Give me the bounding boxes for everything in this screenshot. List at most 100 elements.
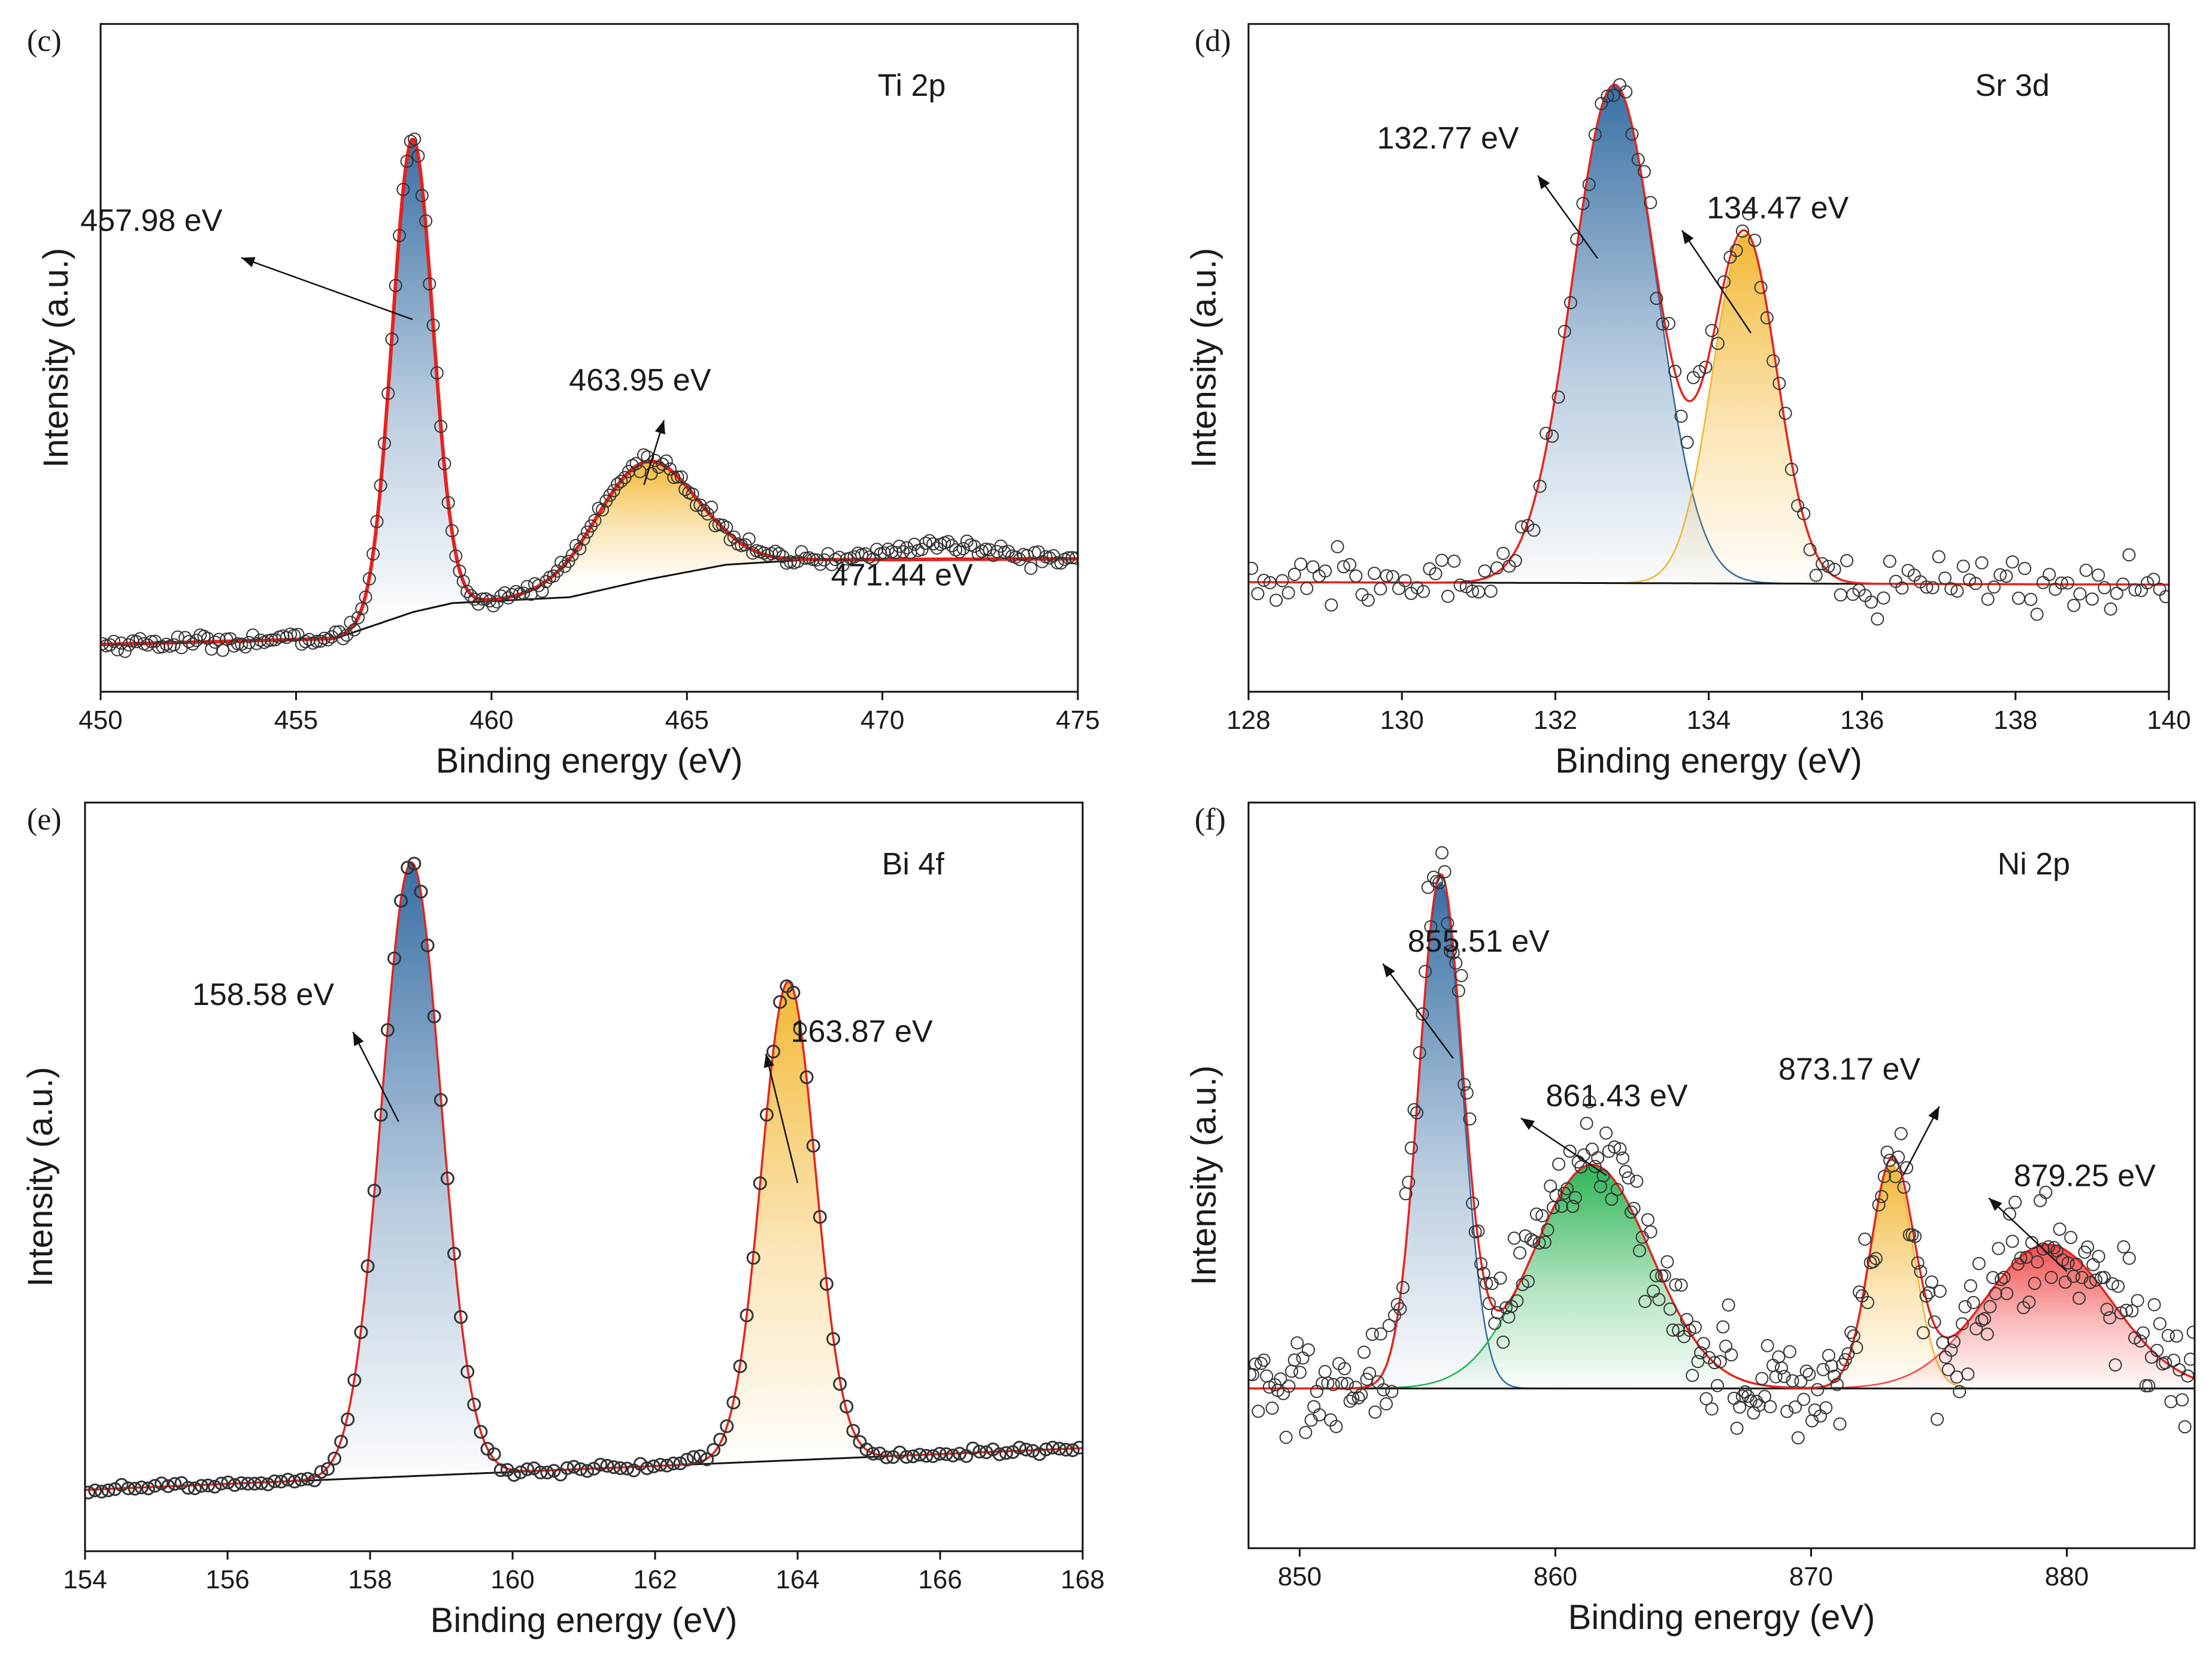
- data-point: [806, 553, 820, 567]
- data-point: [1777, 1370, 1791, 1384]
- data-point: [1013, 1440, 1026, 1455]
- data-point: [560, 1461, 574, 1475]
- data-point: [1441, 916, 1455, 930]
- data-point: [889, 546, 902, 559]
- data-point: [347, 623, 361, 637]
- data-point: [220, 632, 234, 646]
- data-point: [1853, 1285, 1866, 1299]
- data-point: [1711, 1379, 1724, 1392]
- peak-label-1: 861.43 eV: [1546, 1079, 1687, 1113]
- data-point: [1699, 1392, 1713, 1406]
- data-point: [320, 1462, 335, 1476]
- data-point: [1799, 1364, 1813, 1378]
- data-point: [1496, 1336, 1510, 1349]
- panel-f: 850 860 870 880 Binding energy (eV) Intensity…: [1184, 801, 2196, 1637]
- data-point: [1326, 1378, 1340, 1391]
- data-point: [1858, 1233, 1872, 1246]
- data-point: [2181, 1369, 2195, 1383]
- data-point: [2104, 602, 2117, 616]
- data-point: [680, 1452, 694, 1467]
- data-point: [1032, 545, 1046, 559]
- data-point: [1789, 1400, 1802, 1414]
- data-point: [671, 470, 684, 484]
- annotation-arrow: [1520, 1117, 1607, 1176]
- data-point: [2042, 1240, 2055, 1254]
- data-point: [307, 1473, 322, 1488]
- data-point: [1404, 1141, 1418, 1155]
- data-point: [1686, 1369, 1699, 1382]
- data-point: [389, 278, 402, 292]
- data-point: [1507, 1231, 1521, 1245]
- data-point: [1285, 1364, 1298, 1378]
- data-point: [1936, 1336, 1950, 1349]
- data-point: [2008, 1195, 2022, 1209]
- data-point: [1275, 574, 1289, 588]
- data-point: [1019, 1442, 1034, 1457]
- data-point: [1380, 1397, 1393, 1410]
- plot-area: [1249, 846, 2195, 1445]
- arrow-head: [241, 257, 256, 268]
- data-point: [814, 558, 827, 571]
- data-point: [547, 1464, 561, 1478]
- data-point: [2100, 1303, 2114, 1316]
- data-point: [1786, 1374, 1799, 1388]
- data-point: [753, 1176, 767, 1191]
- data-point: [833, 1377, 847, 1391]
- data-point: [1546, 1201, 1560, 1215]
- data-point: [1591, 1151, 1605, 1165]
- data-point: [1043, 551, 1056, 565]
- data-point: [953, 1446, 966, 1461]
- data-point: [596, 503, 609, 517]
- data-point: [1569, 1191, 1582, 1204]
- data-point: [1588, 128, 1602, 141]
- data-point: [678, 483, 692, 497]
- annotation-arrow: [765, 1054, 799, 1183]
- data-point: [1649, 1269, 1663, 1282]
- data-point: [1544, 1179, 1558, 1193]
- data-point: [1844, 1325, 1858, 1339]
- data-point: [408, 132, 422, 146]
- data-point: [1050, 556, 1064, 570]
- data-point: [1478, 564, 1492, 578]
- data-point: [1013, 553, 1026, 567]
- data-point: [344, 616, 357, 629]
- data-point: [1065, 1443, 1080, 1457]
- data-point: [475, 592, 489, 606]
- data-point: [2092, 568, 2105, 582]
- data-point: [2072, 1291, 2086, 1305]
- data-point: [1791, 1431, 1805, 1445]
- arrow-head: [1538, 175, 1550, 190]
- data-point: [2012, 591, 2025, 605]
- data-point: [101, 1483, 116, 1497]
- data-point: [1674, 1278, 1688, 1292]
- data-point: [1632, 1244, 1646, 1258]
- data-point: [2098, 581, 2111, 595]
- data-point: [1582, 178, 1596, 191]
- data-point: [1610, 1183, 1624, 1197]
- data-point: [1265, 1401, 1279, 1415]
- data-point: [1368, 1405, 1382, 1419]
- arrow-head: [654, 420, 665, 435]
- data-point: [1290, 1336, 1304, 1350]
- data-point: [566, 1460, 581, 1474]
- data-point: [2128, 583, 2142, 597]
- data-point: [2167, 1354, 2181, 1367]
- data-point: [1549, 1189, 1563, 1202]
- data-point: [1039, 1442, 1053, 1457]
- data-point: [1833, 1417, 1847, 1431]
- data-point: [1419, 965, 1432, 979]
- data-point: [419, 214, 432, 228]
- data-point: [1463, 1112, 1477, 1126]
- arrow-head: [1383, 964, 1395, 977]
- data-point: [1722, 1298, 1735, 1312]
- data-point: [314, 634, 328, 648]
- data-point: [2036, 576, 2050, 589]
- data-point: [295, 637, 308, 651]
- data-point: [493, 1463, 508, 1478]
- data-point: [593, 1458, 608, 1472]
- data-point: [1758, 1389, 1771, 1403]
- arrow-head: [1520, 1118, 1535, 1130]
- data-point: [1493, 1272, 1507, 1285]
- data-point: [666, 1457, 681, 1470]
- arrow-head: [1989, 1198, 2002, 1211]
